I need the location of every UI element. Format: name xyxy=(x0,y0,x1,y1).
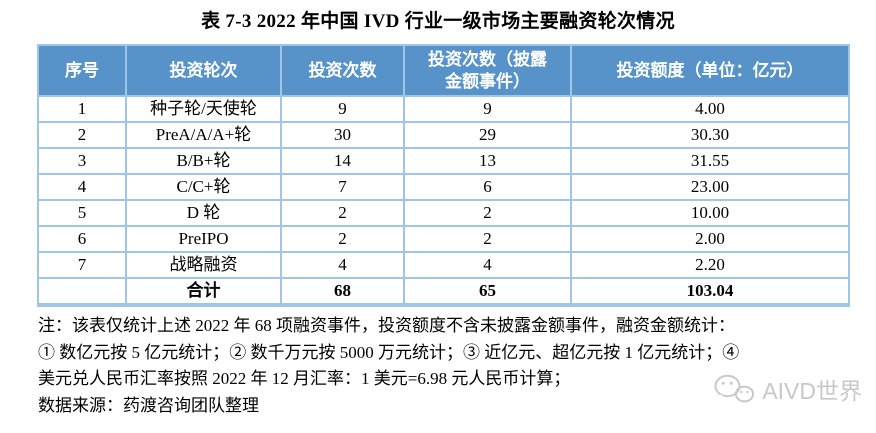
table-row: 5 D 轮 2 2 10.00 xyxy=(37,199,850,227)
table-row: 6 PreIPO 2 2 2.00 xyxy=(37,225,850,253)
cell-disclosed: 6 xyxy=(403,173,572,201)
cell-amount: 2.00 xyxy=(570,225,850,253)
note-line-2: ① 数亿元按 5 亿元统计；② 数千万元按 5000 万元统计；③ 近亿元、超亿… xyxy=(38,342,740,362)
cell-round: 战略融资 xyxy=(125,251,282,279)
cell-count: 14 xyxy=(280,147,405,175)
cell-round: PreA/A/A+轮 xyxy=(125,121,282,149)
cell-no: 4 xyxy=(37,173,127,201)
col-header-disclosed-label: 投资次数（披露金额事件） xyxy=(428,49,547,91)
cell-no: 1 xyxy=(37,95,127,123)
cell-round: PreIPO xyxy=(125,225,282,253)
note-line-1: 注：该表仅统计上述 2022 年 68 项融资事件，投资额度不含未披露金额事件，… xyxy=(38,316,735,335)
financing-rounds-table: 序号 投资轮次 投资次数 投资次数（披露金额事件） 投资额度（单位：亿元） 1 … xyxy=(37,44,850,307)
cell-amount: 2.20 xyxy=(570,251,850,279)
cell-no: 6 xyxy=(37,225,127,253)
col-header-amount: 投资额度（单位：亿元） xyxy=(570,44,850,97)
cell-amount: 31.55 xyxy=(570,147,850,175)
col-header-round: 投资轮次 xyxy=(125,44,282,97)
cell-count: 7 xyxy=(280,173,405,201)
cell-no xyxy=(37,277,127,307)
cell-count: 9 xyxy=(280,95,405,123)
col-header-disclosed: 投资次数（披露金额事件） xyxy=(403,44,572,97)
cell-disclosed: 13 xyxy=(403,147,572,175)
note-line-4: 数据来源：药渡咨询团队整理 xyxy=(38,395,259,415)
cell-disclosed: 4 xyxy=(403,251,572,279)
table-row: 2 PreA/A/A+轮 30 29 30.30 xyxy=(37,121,850,149)
cell-disclosed: 65 xyxy=(403,277,572,307)
cell-count: 30 xyxy=(280,121,405,149)
cell-disclosed: 2 xyxy=(403,225,572,253)
cell-no: 2 xyxy=(37,121,127,149)
cell-disclosed: 9 xyxy=(403,95,572,123)
cell-disclosed: 29 xyxy=(403,121,572,149)
cell-count: 4 xyxy=(280,251,405,279)
col-header-count: 投资次数 xyxy=(280,44,405,97)
cell-total-label: 合计 xyxy=(125,277,282,307)
cell-disclosed: 2 xyxy=(403,199,572,227)
table-row: 7 战略融资 4 4 2.20 xyxy=(37,251,850,279)
cell-amount: 10.00 xyxy=(570,199,850,227)
table-total-row: 合计 68 65 103.04 xyxy=(37,277,850,307)
cell-round: 种子轮/天使轮 xyxy=(125,95,282,123)
cell-amount: 23.00 xyxy=(570,173,850,201)
cell-amount: 4.00 xyxy=(570,95,850,123)
cell-round: C/C+轮 xyxy=(125,173,282,201)
note-line-3: 美元兑人民币汇率按照 2022 年 12 月汇率：1 美元=6.98 元人民币计… xyxy=(38,369,571,388)
cell-amount: 30.30 xyxy=(570,121,850,149)
cell-round: D 轮 xyxy=(125,199,282,227)
cell-count: 2 xyxy=(280,199,405,227)
watermark: AIVD世界 xyxy=(713,372,862,406)
table-row: 3 B/B+轮 14 13 31.55 xyxy=(37,147,850,175)
table-row: 1 种子轮/天使轮 9 9 4.00 xyxy=(37,95,850,123)
table-row: 4 C/C+轮 7 6 23.00 xyxy=(37,173,850,201)
cell-round: B/B+轮 xyxy=(125,147,282,175)
cell-amount: 103.04 xyxy=(570,277,850,307)
cell-no: 7 xyxy=(37,251,127,279)
cell-no: 5 xyxy=(37,199,127,227)
watermark-label: AIVD世界 xyxy=(762,378,862,404)
cell-count: 2 xyxy=(280,225,405,253)
wechat-icon xyxy=(713,373,755,405)
col-header-no: 序号 xyxy=(37,44,127,97)
table-header-row: 序号 投资轮次 投资次数 投资次数（披露金额事件） 投资额度（单位：亿元） xyxy=(37,44,850,97)
cell-count: 68 xyxy=(280,277,405,307)
table-notes: 注：该表仅统计上述 2022 年 68 项融资事件，投资额度不含未披露金额事件，… xyxy=(38,313,850,419)
page-title: 表 7-3 2022 年中国 IVD 行业一级市场主要融资轮次情况 xyxy=(201,11,675,32)
cell-no: 3 xyxy=(37,147,127,175)
